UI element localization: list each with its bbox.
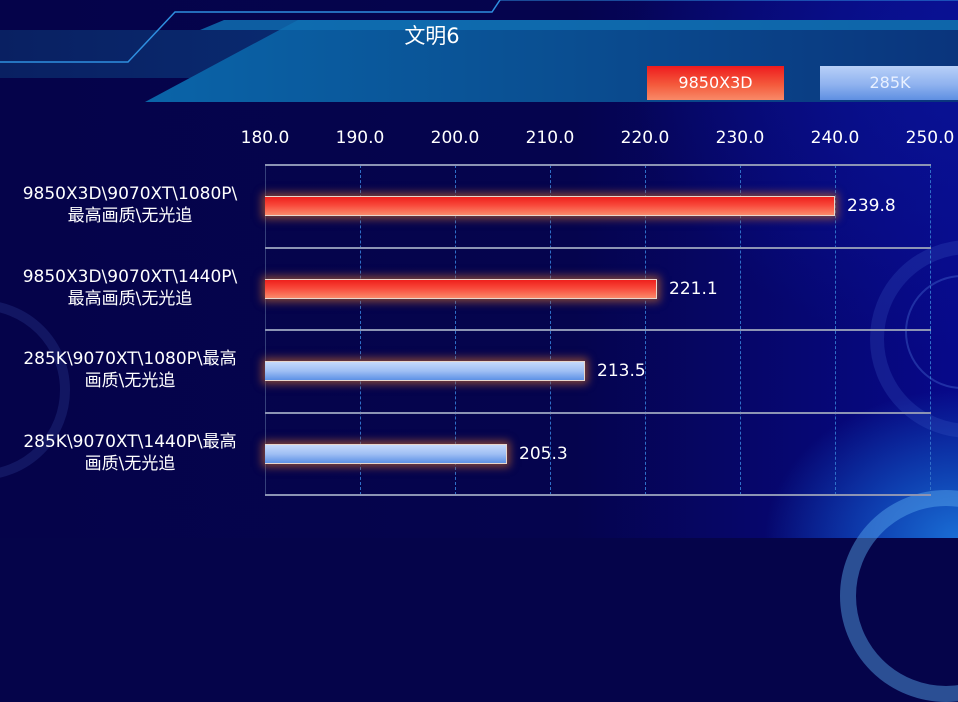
category-label-line: 最高画质\无光追 — [67, 289, 193, 309]
row-separator — [265, 412, 931, 414]
row-separator — [265, 164, 931, 166]
bar-value-label: 205.3 — [519, 444, 568, 464]
bar-285k-1440p — [265, 444, 507, 464]
x-tick-label: 250.0 — [905, 128, 955, 148]
x-tick-label: 190.0 — [335, 128, 385, 148]
category-label: 285K\9070XT\1080P\最高 画质\无光追 — [0, 348, 260, 392]
category-label-line: 画质\无光追 — [84, 371, 176, 391]
x-tick-label: 230.0 — [715, 128, 765, 148]
bar-value-label: 213.5 — [597, 361, 646, 381]
category-label-line: 9850X3D\9070XT\1440P\ — [22, 267, 238, 287]
x-tick-label: 200.0 — [430, 128, 480, 148]
chart-title: 文明6 — [404, 24, 460, 48]
x-tick-label: 180.0 — [240, 128, 290, 148]
legend-item-9850x3d: 9850X3D — [647, 66, 784, 100]
x-tick-label: 210.0 — [525, 128, 575, 148]
category-label-line: 画质\无光追 — [84, 454, 176, 474]
legend-item-285k: 285K — [820, 66, 958, 100]
category-label: 9850X3D\9070XT\1080P\ 最高画质\无光追 — [0, 183, 260, 227]
decorative-line — [0, 0, 958, 63]
bar-285k-1080p — [265, 361, 585, 381]
row-separator — [265, 494, 931, 496]
category-label: 285K\9070XT\1440P\最高 画质\无光追 — [0, 431, 260, 475]
bar-9850x3d-1440p — [265, 279, 657, 299]
category-label-line: 285K\9070XT\1440P\最高 — [23, 432, 237, 452]
row-separator — [265, 329, 931, 331]
category-label-line: 最高画质\无光追 — [67, 206, 193, 226]
category-label-line: 9850X3D\9070XT\1080P\ — [22, 184, 238, 204]
bar-9850x3d-1080p — [265, 196, 835, 216]
bar-value-label: 221.1 — [669, 279, 718, 299]
x-tick-label: 240.0 — [810, 128, 860, 148]
row-separator — [265, 247, 931, 249]
plot-area: 239.8 221.1 213.5 205.3 — [265, 164, 931, 496]
category-label: 9850X3D\9070XT\1440P\ 最高画质\无光追 — [0, 266, 260, 310]
x-tick-label: 220.0 — [620, 128, 670, 148]
bar-value-label: 239.8 — [847, 196, 896, 216]
category-label-line: 285K\9070XT\1080P\最高 — [23, 349, 237, 369]
header-slant-highlight — [200, 20, 958, 30]
